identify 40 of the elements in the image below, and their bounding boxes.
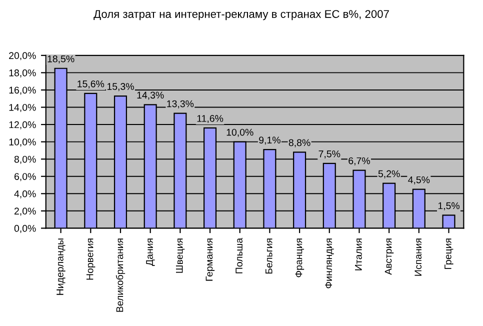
data-label: 10,0% [226,128,254,137]
data-label: 6,7% [348,157,370,166]
y-tick-label: 16,0% [9,86,36,95]
x-tick-label: Италия [355,238,362,270]
data-label: 5,2% [378,170,400,178]
x-tick-label: Швеция [176,238,185,273]
x-tick-label: Франция [295,238,304,278]
x-tick-label: Великобритания [116,238,126,312]
y-tick-label: 2,0% [14,208,36,216]
y-tick-label: 20,0% [9,52,36,60]
y-tick-label: 14,0% [9,104,36,112]
x-tick-label: Польша [236,238,242,274]
data-label: 11,6% [197,115,224,124]
y-tick-label: 8,0% [14,156,36,164]
y-tick-label: 12,0% [9,121,36,130]
x-tick-label: Норвегия [86,238,96,280]
data-label: 14,3% [137,92,164,100]
x-tick-label: Нидерланды [56,238,66,295]
data-label: 8,8% [288,139,310,148]
y-tick-label: 0,0% [14,224,36,233]
y-tick-label: 10,0% [9,138,36,147]
data-label: 1,5% [438,202,460,210]
x-tick-label: Бельгия [266,238,272,274]
data-label: 4,5% [408,176,430,184]
data-label: 15,3% [107,83,134,92]
x-tick-label: Германия [206,238,215,281]
y-tick-label: 6,0% [14,173,36,182]
y-tick-label: 18,0% [9,69,36,78]
x-tick-label: Финляндия [325,238,334,288]
chart-title: Доля затрат на интернет-рекламу в странах ЕС в%, 2007 [94,10,389,20]
y-tick-label: 4,0% [14,190,36,198]
x-tick-label: Дания [146,238,155,266]
data-label: 18,5% [48,55,74,64]
data-label: 15,6% [78,80,104,88]
x-tick-label: Греция [444,238,454,269]
x-tick-label: Австрия [384,238,394,275]
data-label: 7,5% [318,150,340,158]
data-label: 13,3% [167,100,194,108]
x-tick-label: Испания [414,238,422,276]
data-label: 9,1% [259,136,280,145]
